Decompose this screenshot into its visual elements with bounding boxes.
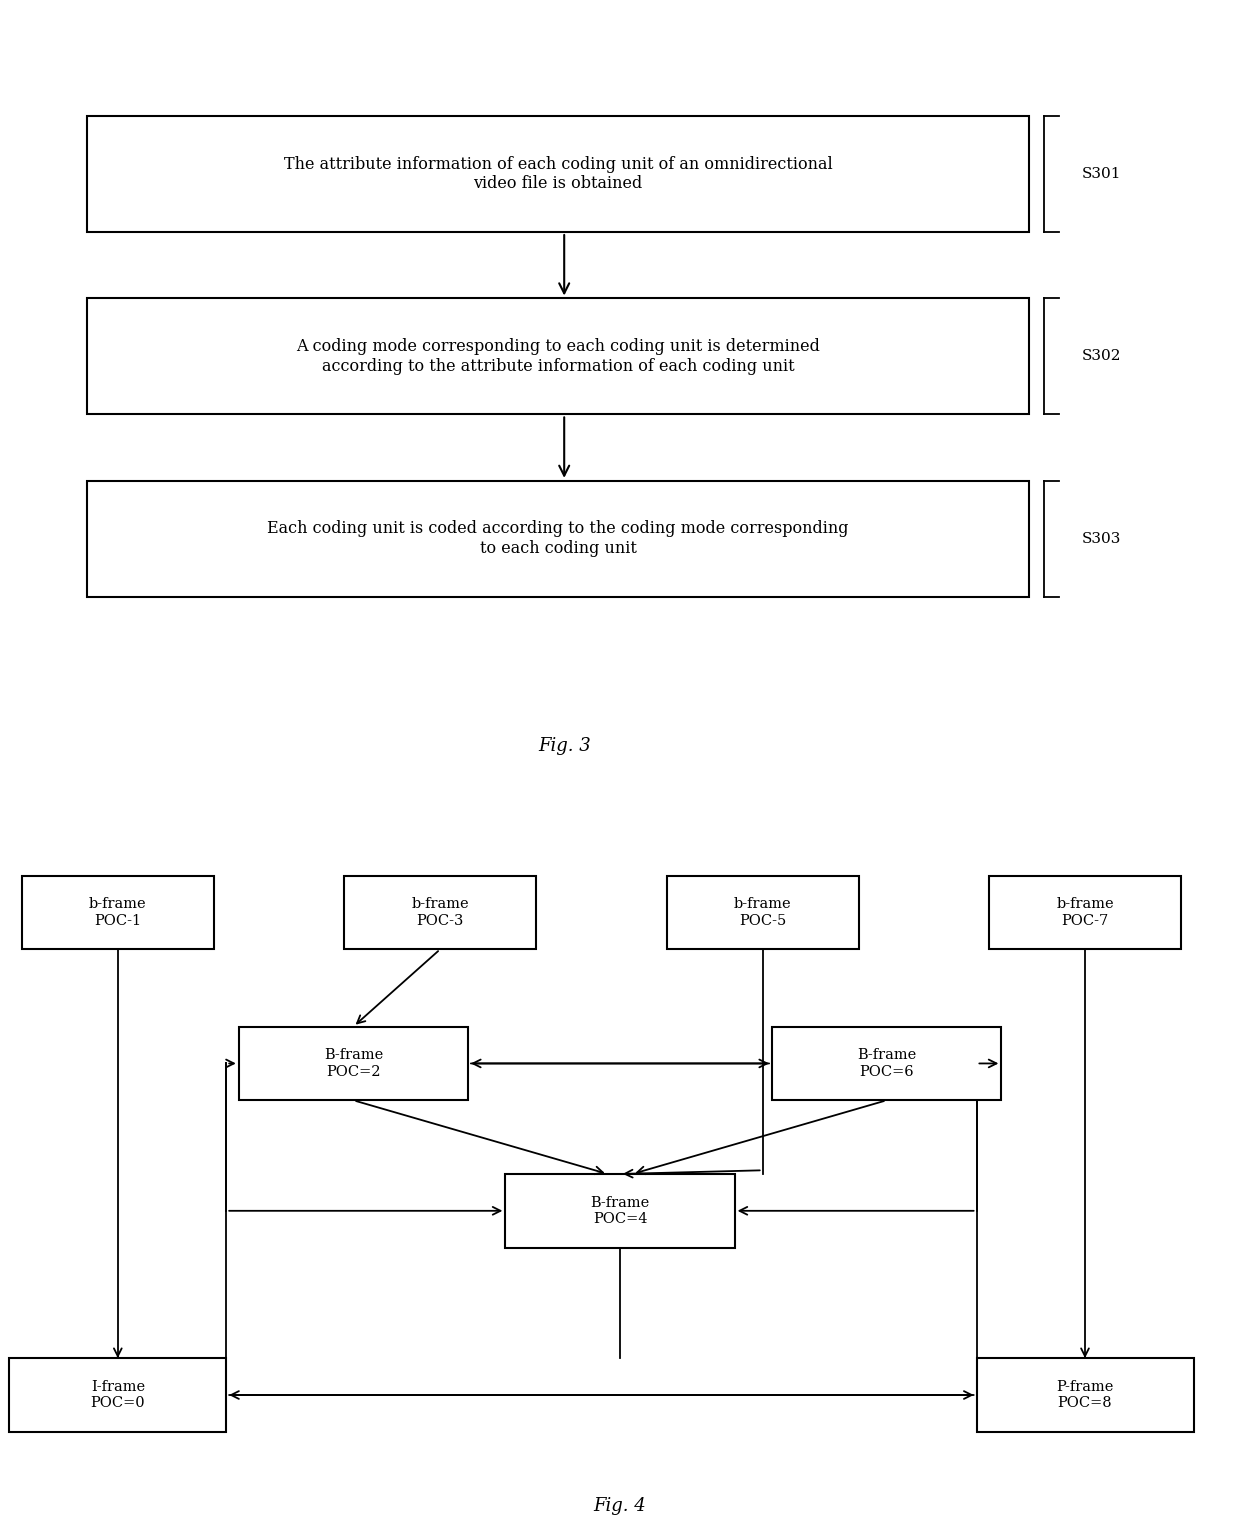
Text: Fig. 4: Fig. 4 [594,1497,646,1515]
FancyBboxPatch shape [667,875,858,949]
Text: Each coding unit is coded according to the coding mode corresponding
to each cod: Each coding unit is coded according to t… [268,520,848,557]
FancyBboxPatch shape [87,480,1029,597]
Text: S303: S303 [1081,531,1121,546]
Text: B-frame
POC=2: B-frame POC=2 [324,1048,383,1079]
FancyBboxPatch shape [343,875,536,949]
FancyBboxPatch shape [22,875,213,949]
FancyBboxPatch shape [10,1358,226,1432]
Text: b-frame
POC-7: b-frame POC-7 [1056,898,1114,927]
Text: S302: S302 [1081,350,1121,364]
FancyBboxPatch shape [506,1174,734,1248]
FancyBboxPatch shape [977,1358,1193,1432]
Text: B-frame
POC=6: B-frame POC=6 [857,1048,916,1079]
Text: b-frame
POC-1: b-frame POC-1 [89,898,146,927]
Text: b-frame
POC-3: b-frame POC-3 [412,898,469,927]
Text: S301: S301 [1081,167,1121,181]
FancyBboxPatch shape [771,1027,1001,1101]
Text: Fig. 3: Fig. 3 [538,737,590,755]
Text: I-frame
POC=0: I-frame POC=0 [91,1380,145,1411]
Text: b-frame
POC-5: b-frame POC-5 [734,898,791,927]
FancyBboxPatch shape [990,875,1180,949]
Text: P-frame
POC=8: P-frame POC=8 [1056,1380,1114,1411]
Text: The attribute information of each coding unit of an omnidirectional
video file i: The attribute information of each coding… [284,155,832,192]
FancyBboxPatch shape [87,117,1029,232]
Text: A coding mode corresponding to each coding unit is determined
according to the a: A coding mode corresponding to each codi… [296,338,820,375]
FancyBboxPatch shape [238,1027,467,1101]
FancyBboxPatch shape [87,298,1029,414]
Text: B-frame
POC=4: B-frame POC=4 [590,1196,650,1226]
